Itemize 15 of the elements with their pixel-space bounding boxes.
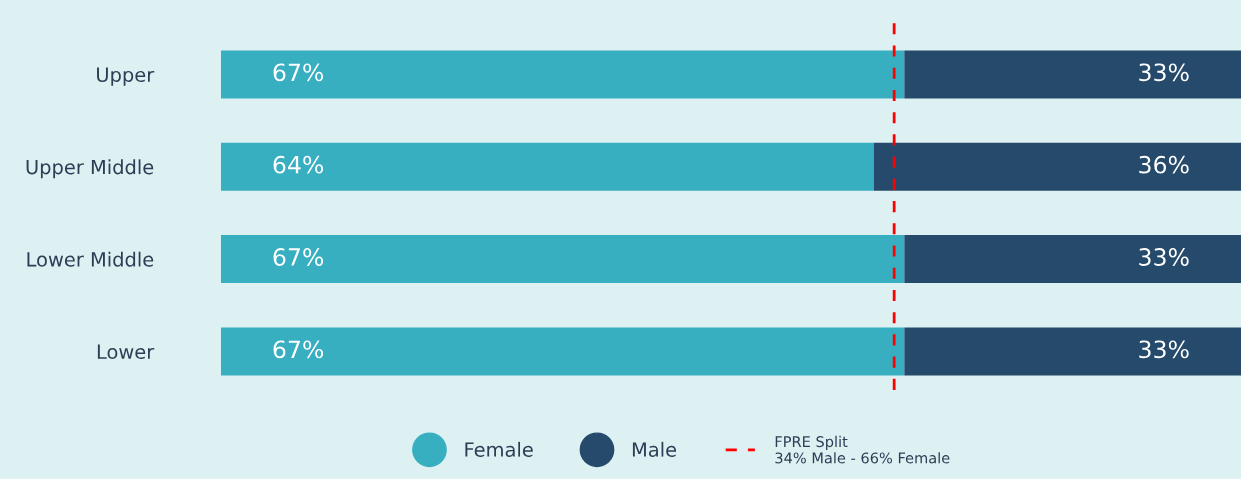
- legend-label: FPRE Split 34% Male - 66% Female: [775, 435, 950, 464]
- legend-label: Female: [465, 441, 533, 457]
- data-label: 64%: [273, 155, 324, 174]
- data-label: 33%: [1139, 248, 1189, 266]
- legend-label: Male: [632, 441, 677, 457]
- data-label: 67%: [273, 63, 324, 82]
- y-tick-label: Upper Middle: [26, 159, 154, 179]
- y-tick-label: Lower Middle: [27, 251, 154, 267]
- data-label: 67%: [273, 340, 324, 359]
- data-label: 36%: [1139, 155, 1189, 174]
- data-label: 67%: [273, 248, 324, 266]
- y-tick-label: Upper: [97, 67, 155, 86]
- y-tick-label: Lower: [97, 344, 155, 360]
- data-label: 33%: [1139, 63, 1189, 82]
- data-label: 33%: [1139, 340, 1189, 359]
